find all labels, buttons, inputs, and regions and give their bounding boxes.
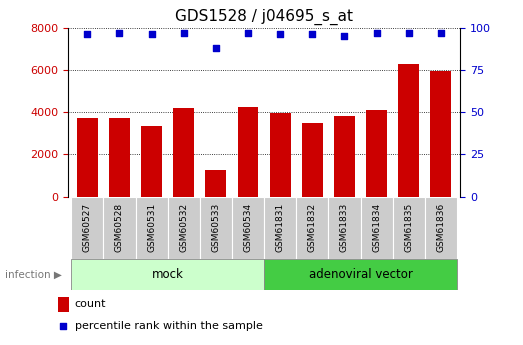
Bar [237, 107, 258, 197]
Bar [302, 123, 323, 197]
Title: GDS1528 / j04695_s_at: GDS1528 / j04695_s_at [175, 9, 353, 25]
Bar [393, 197, 425, 259]
Text: GSM61836: GSM61836 [437, 203, 446, 252]
Bar [270, 113, 291, 197]
Bar [104, 197, 135, 259]
Text: GSM60534: GSM60534 [244, 203, 253, 252]
Bar [71, 259, 264, 290]
Point [244, 30, 252, 36]
Point [179, 30, 188, 36]
Text: GSM61834: GSM61834 [372, 203, 381, 252]
Bar [430, 71, 451, 197]
Bar [200, 197, 232, 259]
Point [147, 32, 156, 37]
Point [437, 30, 445, 36]
Bar [334, 116, 355, 197]
Text: GSM60531: GSM60531 [147, 203, 156, 252]
Bar [264, 259, 457, 290]
Point [59, 323, 67, 328]
Point [372, 30, 381, 36]
Bar [173, 108, 194, 197]
Text: adenoviral vector: adenoviral vector [309, 268, 413, 281]
Text: GSM61833: GSM61833 [340, 203, 349, 252]
Text: GSM60532: GSM60532 [179, 203, 188, 252]
Point [212, 45, 220, 51]
Text: GSM61831: GSM61831 [276, 203, 285, 252]
Bar [71, 197, 104, 259]
Bar [58, 297, 69, 312]
Text: GSM61835: GSM61835 [404, 203, 413, 252]
Point [308, 32, 316, 37]
Bar [360, 197, 393, 259]
Bar [296, 197, 328, 259]
Text: percentile rank within the sample: percentile rank within the sample [75, 321, 263, 331]
Bar [109, 118, 130, 197]
Bar [77, 118, 98, 197]
Point [405, 30, 413, 36]
Bar [168, 197, 200, 259]
Text: GSM61832: GSM61832 [308, 203, 317, 252]
Text: mock: mock [152, 268, 184, 281]
Bar [328, 197, 360, 259]
Text: infection ▶: infection ▶ [5, 269, 62, 279]
Text: GSM60527: GSM60527 [83, 203, 92, 252]
Text: count: count [75, 299, 106, 309]
Point [276, 32, 285, 37]
Bar [232, 197, 264, 259]
Bar [135, 197, 168, 259]
Bar [399, 63, 419, 197]
Text: GSM60533: GSM60533 [211, 203, 220, 252]
Point [340, 33, 349, 39]
Bar [366, 110, 387, 197]
Bar [206, 170, 226, 197]
Point [83, 32, 92, 37]
Bar [264, 197, 296, 259]
Point [115, 30, 123, 36]
Bar [141, 126, 162, 197]
Text: GSM60528: GSM60528 [115, 203, 124, 252]
Bar [425, 197, 457, 259]
